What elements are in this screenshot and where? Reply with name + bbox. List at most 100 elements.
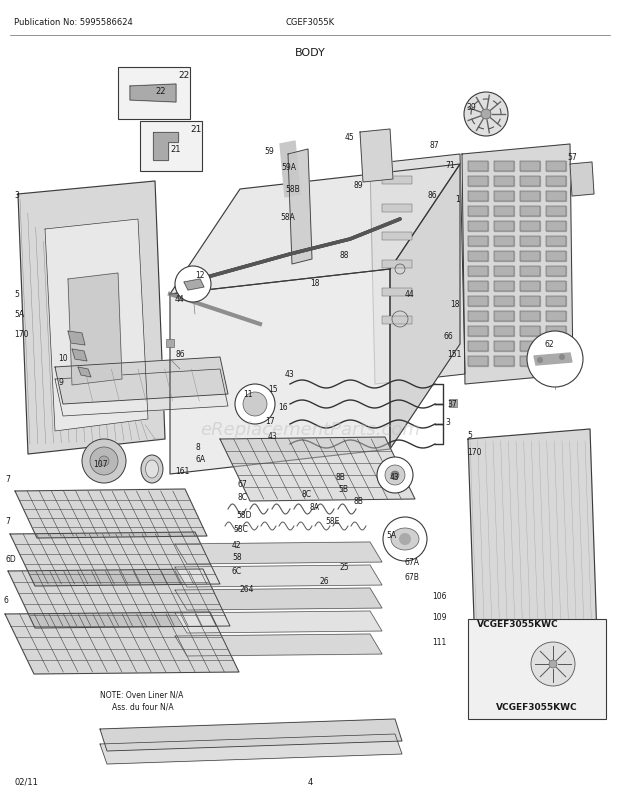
Polygon shape (360, 130, 393, 183)
Text: Ass. du four N/A: Ass. du four N/A (112, 702, 174, 711)
Text: 88: 88 (340, 250, 350, 259)
Text: 67B: 67B (405, 573, 420, 581)
Text: 86: 86 (175, 350, 185, 359)
Text: 21: 21 (190, 125, 202, 134)
Polygon shape (468, 207, 488, 217)
Text: 87: 87 (430, 140, 440, 149)
Bar (382, 205, 412, 213)
Polygon shape (520, 267, 540, 277)
Text: 6D: 6D (5, 555, 16, 564)
Text: 8B: 8B (354, 497, 364, 506)
Polygon shape (468, 282, 488, 292)
Polygon shape (468, 252, 488, 261)
Polygon shape (546, 342, 566, 351)
Text: 45: 45 (345, 133, 355, 142)
Text: 6C: 6C (232, 567, 242, 576)
Text: 16: 16 (278, 403, 288, 412)
Polygon shape (468, 297, 488, 306)
Text: 58C: 58C (233, 525, 248, 534)
Bar (449, 399, 457, 407)
Circle shape (383, 517, 427, 561)
Text: CGEF3055K: CGEF3055K (285, 18, 335, 27)
Text: 1: 1 (455, 195, 460, 205)
Circle shape (175, 267, 211, 302)
Text: 10: 10 (58, 354, 68, 363)
Text: 37: 37 (447, 400, 457, 409)
Polygon shape (494, 162, 514, 172)
Polygon shape (175, 565, 382, 587)
Polygon shape (100, 719, 402, 751)
Polygon shape (520, 207, 540, 217)
Text: 89: 89 (354, 180, 363, 189)
Polygon shape (468, 357, 488, 367)
Polygon shape (468, 429, 598, 679)
Circle shape (531, 642, 575, 687)
Polygon shape (520, 326, 540, 337)
Text: 3: 3 (445, 418, 450, 427)
Circle shape (243, 392, 267, 416)
Text: 5A: 5A (386, 530, 396, 539)
Text: 43: 43 (268, 432, 278, 441)
Polygon shape (520, 237, 540, 247)
Polygon shape (494, 192, 514, 202)
Text: 17: 17 (265, 417, 275, 426)
Polygon shape (494, 297, 514, 306)
Polygon shape (130, 85, 176, 103)
Text: 57: 57 (567, 153, 577, 162)
Text: 43: 43 (285, 370, 294, 379)
Polygon shape (468, 221, 488, 232)
Polygon shape (170, 164, 460, 294)
Bar (382, 233, 412, 241)
Text: 11: 11 (243, 390, 252, 399)
Polygon shape (494, 237, 514, 247)
Polygon shape (546, 357, 566, 367)
Polygon shape (468, 342, 488, 351)
Polygon shape (546, 207, 566, 217)
Bar (468, 619, 606, 719)
Circle shape (235, 384, 275, 424)
Text: 170: 170 (467, 448, 482, 457)
Circle shape (399, 533, 411, 545)
Polygon shape (546, 237, 566, 247)
Text: 5: 5 (14, 290, 19, 299)
Polygon shape (468, 176, 488, 187)
Text: 9: 9 (58, 378, 63, 387)
Polygon shape (55, 358, 228, 404)
Bar (382, 317, 412, 325)
Bar (382, 176, 412, 184)
Text: 67: 67 (238, 480, 248, 489)
Polygon shape (468, 237, 488, 247)
Text: 62: 62 (545, 340, 555, 349)
Text: 5: 5 (467, 431, 472, 440)
Circle shape (537, 358, 543, 363)
Text: 5B: 5B (338, 485, 348, 494)
Text: NOTE: Oven Liner N/A: NOTE: Oven Liner N/A (100, 690, 184, 699)
Polygon shape (5, 612, 239, 674)
Polygon shape (520, 282, 540, 292)
Polygon shape (520, 297, 540, 306)
Polygon shape (175, 542, 382, 565)
Text: 7: 7 (5, 475, 10, 484)
Text: 8: 8 (196, 443, 201, 452)
Polygon shape (153, 133, 178, 160)
Text: 58E: 58E (325, 516, 339, 526)
Text: 4: 4 (308, 777, 312, 786)
Text: 6A: 6A (196, 455, 206, 464)
Polygon shape (220, 437, 415, 501)
Polygon shape (184, 280, 204, 290)
Text: 67A: 67A (405, 558, 420, 567)
Text: 58D: 58D (236, 510, 252, 519)
Text: 109: 109 (432, 613, 446, 622)
Polygon shape (520, 342, 540, 351)
Polygon shape (494, 176, 514, 187)
Text: 111: 111 (432, 638, 446, 646)
Polygon shape (494, 326, 514, 337)
Text: 264: 264 (240, 585, 254, 593)
Polygon shape (45, 220, 148, 431)
Text: 7: 7 (5, 516, 10, 526)
Polygon shape (520, 221, 540, 232)
Polygon shape (68, 331, 85, 346)
Text: 107: 107 (93, 460, 107, 469)
Text: 26: 26 (320, 577, 330, 585)
Text: 25: 25 (340, 563, 350, 572)
